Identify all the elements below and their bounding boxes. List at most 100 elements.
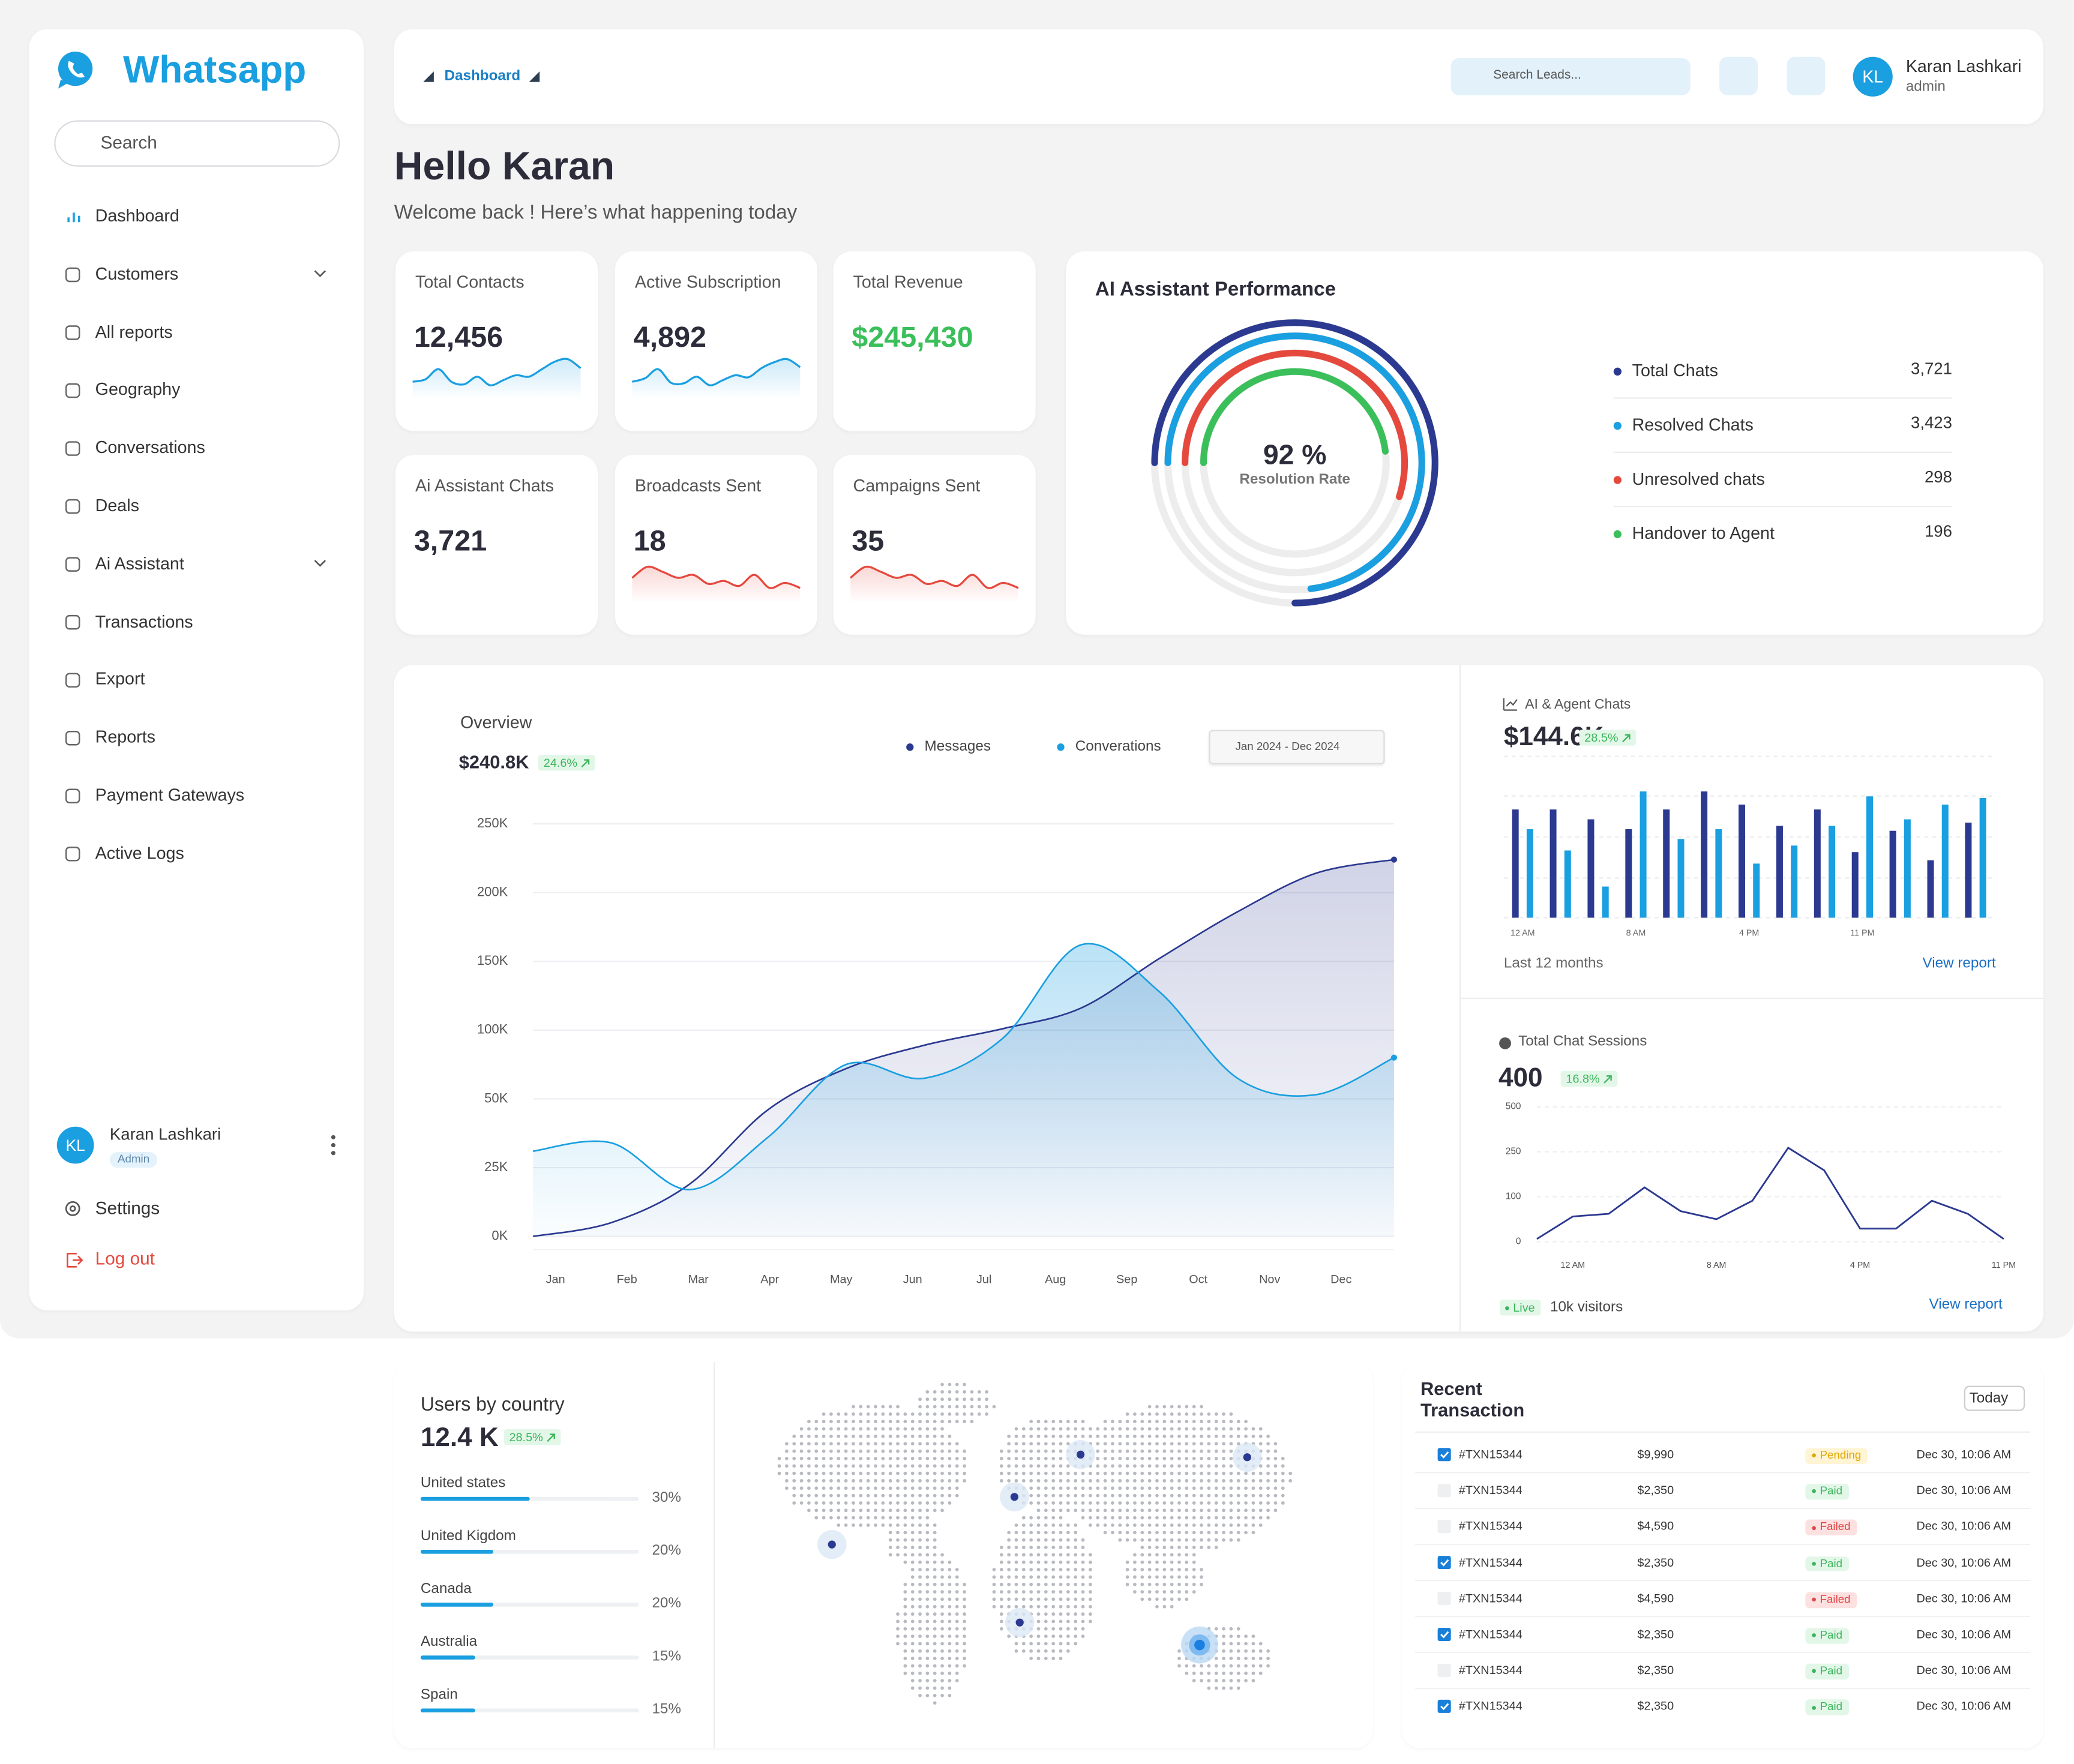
user-name: Karan Lashkari xyxy=(1905,56,2022,76)
country-name: Spain xyxy=(420,1687,458,1703)
card-title: AI Assistant Performance xyxy=(1095,278,1336,301)
live-badge: Live xyxy=(1500,1300,1540,1316)
filter-dropdown[interactable] xyxy=(1964,1385,2025,1411)
view-report-link[interactable]: View report xyxy=(1929,1297,2003,1313)
legend-label: Messages xyxy=(924,739,991,755)
sidebar xyxy=(29,29,364,1311)
country-name: United Kigdom xyxy=(420,1528,516,1544)
country-name: Australia xyxy=(420,1634,478,1650)
change-value: 24.6% xyxy=(543,756,578,770)
stat-label: Ai Assistant Chats xyxy=(415,475,554,496)
brand-name: Whatsapp xyxy=(122,49,307,92)
status-badge: Failed xyxy=(1805,1592,1857,1608)
transaction-id: #TXN15344 xyxy=(1458,1627,1522,1641)
stat-value: 12,456 xyxy=(413,320,503,354)
arrow xyxy=(1603,1075,1611,1083)
search-box[interactable] xyxy=(54,120,340,167)
settings-link[interactable]: Settings xyxy=(95,1198,160,1219)
transaction-amount: $2,350 xyxy=(1637,1555,1674,1569)
change-badge: 28.5% xyxy=(503,1429,561,1446)
support-button[interactable] xyxy=(1719,56,1758,95)
stat-value: $245,430 xyxy=(852,320,973,354)
nav-item[interactable]: Conversations xyxy=(95,437,205,457)
nav-item[interactable]: Export xyxy=(95,669,145,689)
card-title: Users by country xyxy=(420,1394,565,1416)
transaction-id: #TXN15344 xyxy=(1458,1591,1522,1605)
arrow-icon xyxy=(1603,1075,1611,1083)
transaction-date: Dec 30, 10:06 AM xyxy=(1916,1483,2012,1497)
chart-total: 400 xyxy=(1498,1064,1543,1093)
search-placeholder[interactable]: Search xyxy=(100,132,157,152)
legend-label: Handover to Agent xyxy=(1632,523,1775,543)
arrow xyxy=(1622,733,1630,742)
arrow xyxy=(546,1433,555,1442)
nav-item[interactable]: Transactions xyxy=(95,611,193,631)
stat-label: Broadcasts Sent xyxy=(634,475,762,496)
status-badge: Pending xyxy=(1805,1448,1868,1464)
transaction-id: #TXN15344 xyxy=(1458,1483,1522,1497)
transactions-card xyxy=(1402,1362,2044,1748)
status-badge: Paid xyxy=(1805,1628,1850,1644)
chart-title: Overview xyxy=(460,712,532,732)
header-search[interactable] xyxy=(1450,58,1691,95)
date-range[interactable] xyxy=(1209,730,1385,764)
chart-title: AI & Agent Chats xyxy=(1525,697,1631,713)
change-value: 16.8% xyxy=(1566,1072,1600,1086)
stat-value: 18 xyxy=(633,524,666,557)
greeting-title: Hello Karan xyxy=(394,145,615,189)
chart-total: $240.8K xyxy=(458,751,529,772)
transaction-date: Dec 30, 10:06 AM xyxy=(1916,1447,2012,1461)
filter-label: Today xyxy=(1969,1390,2009,1407)
legend-value: 3,721 xyxy=(1911,359,1952,378)
status-badge: Paid xyxy=(1805,1700,1850,1716)
transaction-amount: $4,590 xyxy=(1637,1591,1674,1605)
notification-button[interactable] xyxy=(1787,56,1826,95)
user-name: Karan Lashkari xyxy=(109,1125,221,1144)
nav-item[interactable]: Payment Gateways xyxy=(95,785,245,805)
stat-card xyxy=(833,251,1036,431)
center-label: Resolution Rate xyxy=(1239,472,1350,488)
change-badge: 24.6% xyxy=(538,755,595,772)
stat-value: 3,721 xyxy=(413,524,487,557)
view-report-link[interactable]: View report xyxy=(1922,955,1996,972)
country-percent: 15% xyxy=(652,1648,682,1665)
nav-item[interactable]: Ai Assistant xyxy=(95,553,184,574)
center-value: 92 % xyxy=(1263,440,1327,471)
transaction-date: Dec 30, 10:06 AM xyxy=(1916,1591,2012,1605)
nav-item[interactable]: Deals xyxy=(95,495,139,515)
transaction-id: #TXN15344 xyxy=(1458,1555,1522,1569)
nav-item[interactable]: Dashboard xyxy=(95,205,179,226)
stat-card xyxy=(615,251,818,431)
transaction-id: #TXN15344 xyxy=(1458,1663,1522,1677)
legend-value: 3,423 xyxy=(1911,413,1952,433)
date-range-label: Jan 2024 - Dec 2024 xyxy=(1235,739,1340,753)
status-badge: Paid xyxy=(1805,1664,1850,1680)
nav-item[interactable]: Reports xyxy=(95,727,156,747)
country-percent: 30% xyxy=(652,1490,682,1506)
stat-card xyxy=(395,251,598,431)
transaction-amount: $2,350 xyxy=(1637,1627,1674,1641)
change-badge: 28.5% xyxy=(1579,730,1636,746)
arrow-icon xyxy=(580,758,589,767)
legend-label: Unresolved chats xyxy=(1632,469,1766,489)
stat-value: 4,892 xyxy=(633,320,707,354)
nav-item[interactable]: Active Logs xyxy=(95,842,184,863)
nav-item[interactable]: All reports xyxy=(95,321,173,341)
logout-link[interactable]: Log out xyxy=(95,1249,155,1269)
transaction-date: Dec 30, 10:06 AM xyxy=(1916,1627,2012,1641)
nav-item[interactable]: Geography xyxy=(95,379,181,400)
transaction-amount: $2,350 xyxy=(1637,1663,1674,1677)
transaction-id: #TXN15344 xyxy=(1458,1699,1522,1713)
breadcrumb[interactable]: Dashboard xyxy=(444,68,521,85)
stat-card xyxy=(833,455,1036,635)
users-by-country-card xyxy=(394,1362,1373,1748)
nav-item[interactable]: Customers xyxy=(95,263,179,284)
card-total: 12.4 K xyxy=(420,1423,499,1453)
transaction-date: Dec 30, 10:06 AM xyxy=(1916,1555,2012,1569)
analytics-card xyxy=(394,665,2044,1332)
transaction-date: Dec 30, 10:06 AM xyxy=(1916,1663,2012,1677)
legend-value: 298 xyxy=(1924,467,1952,487)
chart-title: Total Chat Sessions xyxy=(1518,1033,1647,1050)
